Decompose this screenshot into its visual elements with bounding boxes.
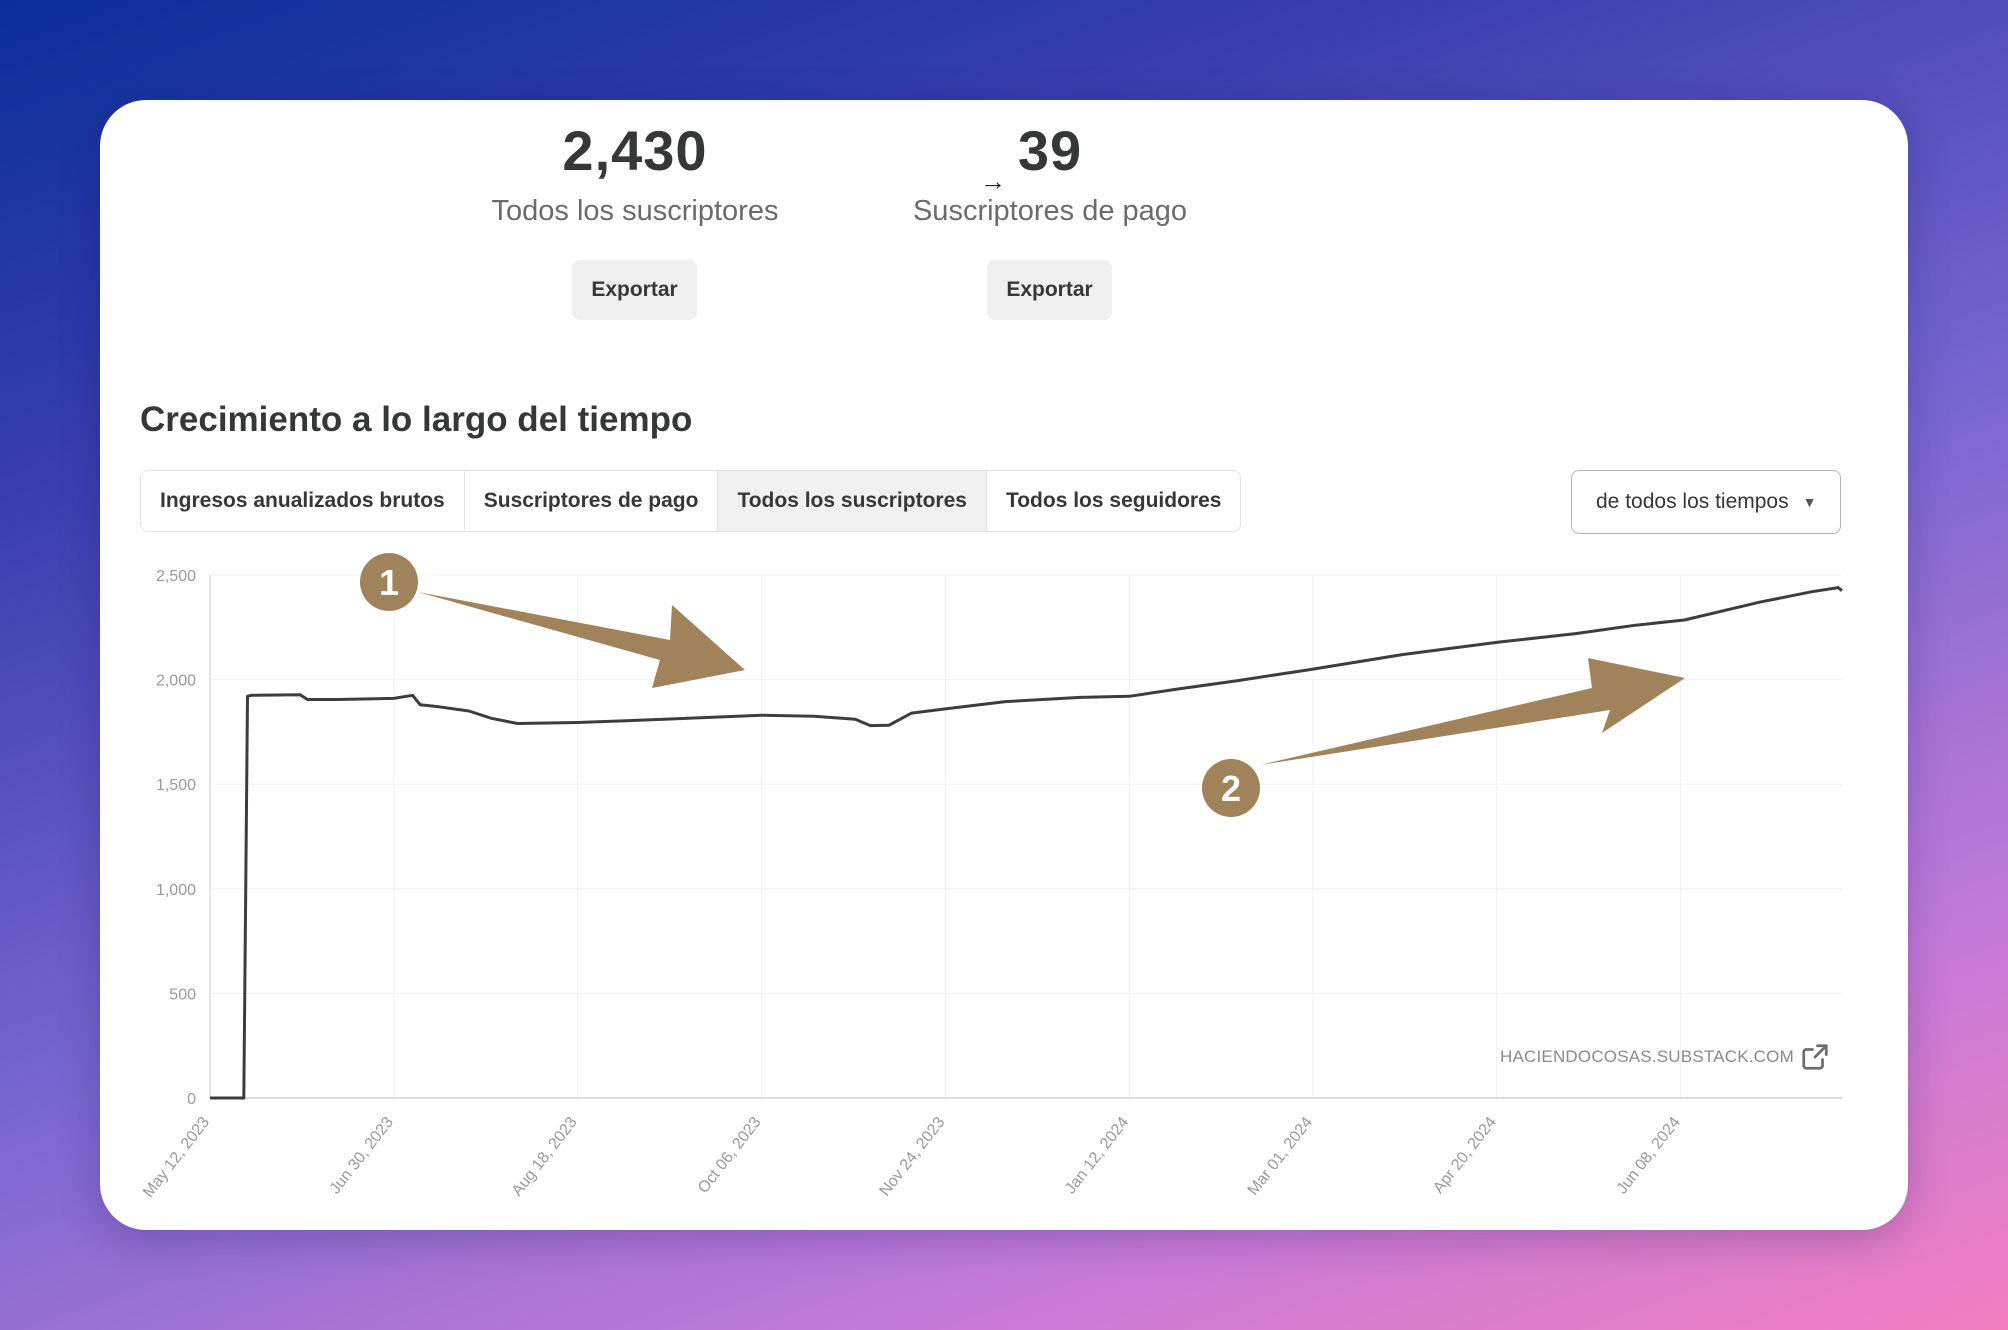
all-subscribers-count: 2,430 (562, 119, 708, 182)
annotation-number: 2 (1221, 768, 1241, 809)
all-subscribers-label: Todos los suscriptores (491, 195, 779, 227)
annotation-arrow (418, 592, 745, 688)
y-tick-label: 0 (187, 1091, 196, 1108)
all-subscribers-stat: 2,430 Todos los suscriptores (490, 118, 780, 228)
paid-subscribers-count: 39 (1017, 119, 1083, 182)
annotation-badge (1202, 759, 1260, 817)
section-title: Crecimiento a lo largo del tiempo (140, 400, 693, 439)
chart-axes: 0 500 1,000 1,500 2,000 2,500 May 12, 2023 Jun … (140, 568, 1842, 1201)
y-tick-label: 2,000 (156, 673, 196, 690)
external-link-icon (1802, 1044, 1828, 1070)
chart-annotations: 12 (360, 553, 1685, 817)
paid-subscribers-stat: 39 Suscriptores de pago (900, 118, 1200, 228)
x-tick-label: May 12, 2023 (140, 1114, 213, 1201)
tab-all-subscribers[interactable]: Todos los suscriptores (718, 471, 987, 531)
export-paid-subscribers-button[interactable]: Exportar (987, 260, 1112, 320)
chart-line-layer (210, 586, 1843, 1100)
metric-tabs: Ingresos anualizados brutos Suscriptores… (140, 470, 1242, 532)
caret-down-icon: ▼ (1802, 494, 1817, 510)
arrow-right-icon: → (980, 166, 1006, 196)
y-tick-label: 1,000 (156, 882, 196, 899)
x-tick-label: Apr 20, 2024 (1430, 1114, 1500, 1197)
tab-paid-subscribers[interactable]: Suscriptores de pago (464, 471, 719, 531)
annotation-badge (360, 553, 418, 611)
time-range-value: de todos los tiempos (1596, 490, 1789, 513)
watermark-text: HACIENDOCOSAS.SUBSTACK.COM (1500, 1047, 1794, 1066)
subscriber-growth-chart: 0 500 1,000 1,500 2,000 2,500 May 12, 2023 Jun … (140, 553, 1843, 1201)
time-range-select[interactable]: de todos los tiempos ▼ (1571, 470, 1841, 534)
y-tick-label: 500 (169, 986, 196, 1003)
paid-subscribers-label: Suscriptores de pago (912, 195, 1188, 227)
tab-annualized-revenue[interactable]: Ingresos anualizados brutos (141, 471, 465, 531)
annotation-arrow (1260, 658, 1685, 765)
chart-grid (210, 574, 1842, 1098)
watermark[interactable]: HACIENDOCOSAS.SUBSTACK.COM (1500, 1042, 1830, 1072)
y-tick-label: 2,500 (156, 568, 196, 585)
tab-all-followers[interactable]: Todos los seguidores (986, 471, 1241, 531)
x-tick-label: Aug 18, 2023 (509, 1114, 581, 1200)
annotation-number: 1 (379, 562, 399, 603)
x-tick-label: Oct 06, 2023 (695, 1114, 765, 1197)
x-tick-label: Nov 24, 2023 (876, 1114, 948, 1200)
export-all-subscribers-button[interactable]: Exportar (572, 260, 697, 320)
x-tick-label: Jun 30, 2023 (327, 1114, 397, 1197)
series-line (210, 586, 1843, 1100)
x-tick-label: Jan 12, 2024 (1062, 1114, 1132, 1197)
subscriber-stats-card: 2,430 Todos los suscriptores Exportar → … (100, 100, 1908, 1230)
y-tick-label: 1,500 (156, 777, 196, 794)
x-tick-label: Mar 01, 2024 (1245, 1114, 1317, 1199)
x-tick-label: Jun 08, 2024 (1613, 1114, 1683, 1197)
